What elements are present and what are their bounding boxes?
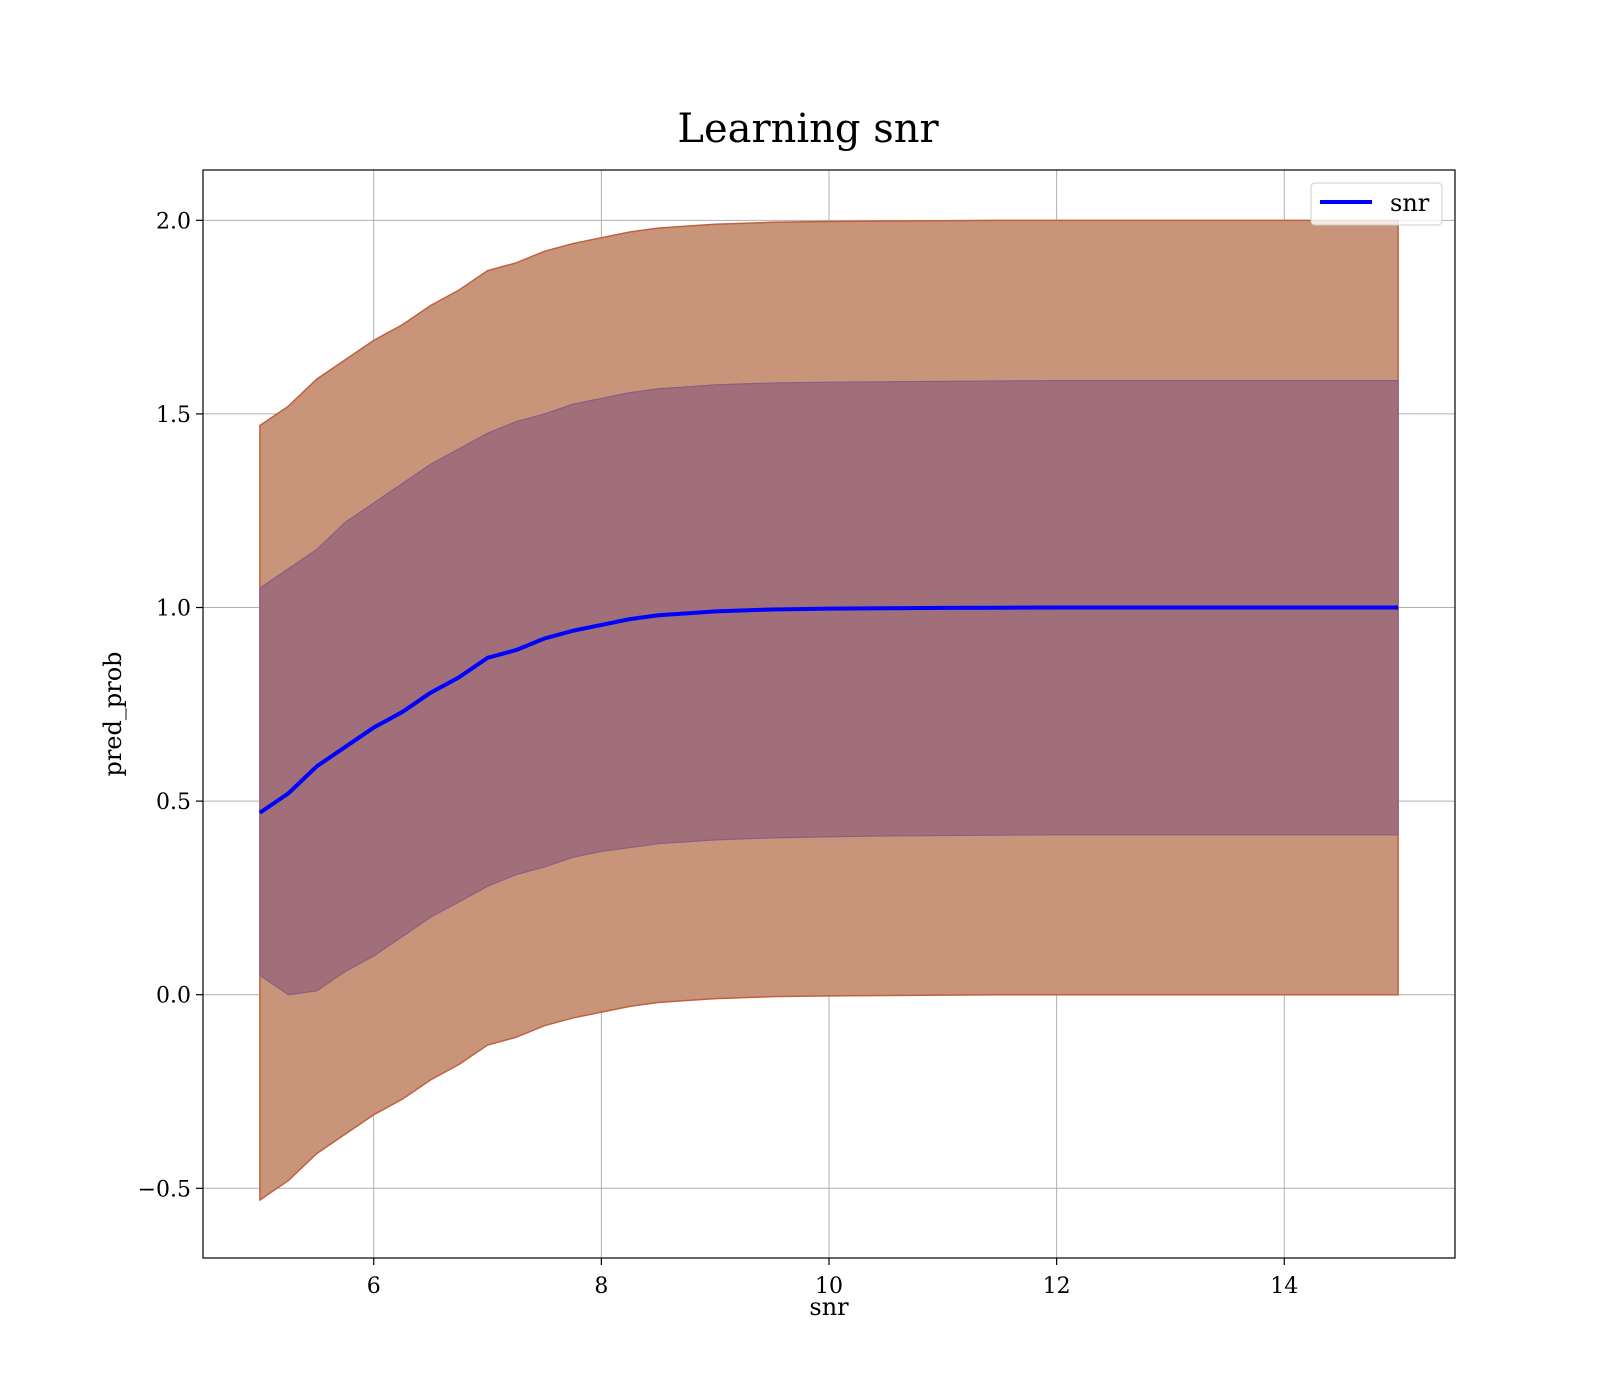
legend: snr xyxy=(1310,182,1443,226)
y-tick-label: 0.0 xyxy=(156,984,191,1009)
y-tick-label: −0.5 xyxy=(138,1177,191,1202)
y-tick-label: 1.0 xyxy=(156,597,191,622)
series-line-snr xyxy=(258,605,1399,815)
legend-box xyxy=(1310,182,1443,226)
lines xyxy=(258,605,1399,815)
legend-label-snr: snr xyxy=(1390,189,1430,217)
ticks: 6 8 10 12 14 −0.5 0.0 0.5 1.0 1.5 2.0 xyxy=(138,209,1299,1299)
y-tick-label: 2.0 xyxy=(156,209,191,234)
chart-title: Learning snr xyxy=(677,106,939,152)
y-tick-label: 0.5 xyxy=(156,790,191,815)
x-tick-label: 12 xyxy=(1043,1274,1071,1299)
x-tick-label: 10 xyxy=(815,1274,843,1299)
y-axis-label: pred_prob xyxy=(99,651,127,776)
x-tick-label: 8 xyxy=(594,1274,608,1299)
y-tick-label: 1.5 xyxy=(156,403,191,428)
inner-band xyxy=(259,380,1399,996)
x-tick-label: 6 xyxy=(367,1274,381,1299)
x-axis-label: snr xyxy=(809,1293,849,1321)
bands xyxy=(259,219,1399,1202)
x-tick-label: 14 xyxy=(1270,1274,1298,1299)
